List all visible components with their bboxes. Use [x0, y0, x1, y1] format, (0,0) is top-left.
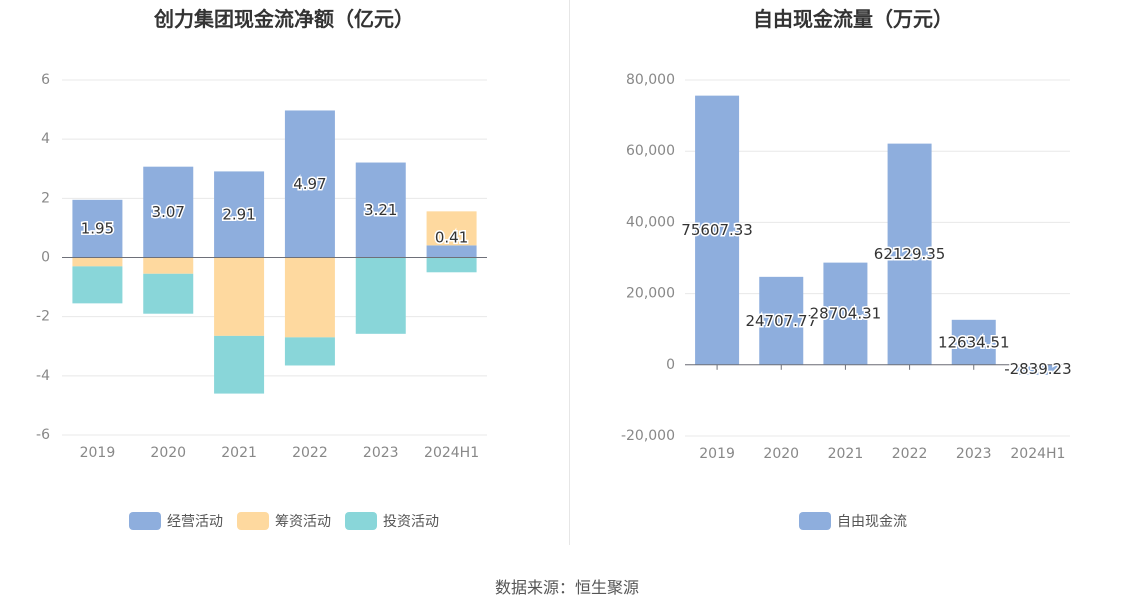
bar [1015, 364, 1060, 375]
y-tick-label: 80,000 [626, 72, 675, 88]
y-tick-label: 40,000 [626, 214, 675, 230]
data-label: 75607.33 [681, 221, 753, 239]
y-tick-label: 2 [41, 190, 50, 206]
bar-segment [143, 273, 194, 314]
bar-segment [426, 257, 477, 273]
bar [759, 276, 804, 365]
bar-segment [143, 166, 194, 258]
x-tick-label: 2019 [699, 446, 735, 462]
bar-segment [426, 211, 477, 246]
x-tick-label: 2021 [828, 446, 864, 462]
legend-label: 经营活动 [167, 514, 223, 530]
left-chart-title: 创力集团现金流净额（亿元） [154, 7, 414, 31]
bar [887, 143, 932, 365]
legend-label: 筹资活动 [275, 514, 331, 530]
y-tick-label: 0 [41, 250, 50, 266]
bar-segment [355, 257, 406, 334]
x-tick-label: 2024H1 [424, 445, 479, 461]
x-tick-label: 2021 [221, 445, 257, 461]
bar [951, 319, 996, 365]
legend-item[interactable]: 投资活动 [345, 511, 439, 531]
bar-segment [426, 245, 477, 258]
data-label: 12634.51 [938, 333, 1010, 351]
x-tick-label: 2020 [763, 446, 799, 462]
bar-segment [284, 110, 335, 258]
bar-segment [214, 257, 265, 336]
right-chart-panel: 自由现金流量（万元） 80,000 60,000 40,000 20,000 0 -20,… [572, 0, 1134, 545]
right-chart-svg: 80,000 60,000 40,000 20,000 0 -20,000 2019 2020… [621, 72, 1073, 462]
legend-item[interactable]: 自由现金流 [799, 511, 907, 531]
legend-label: 投资活动 [383, 514, 439, 530]
y-tick-label: 20,000 [626, 286, 675, 302]
legend-swatch [799, 512, 831, 530]
panel-divider [569, 0, 570, 545]
bar-segment [284, 337, 335, 366]
x-tick-label: 2020 [150, 445, 186, 461]
x-tick-label: 2023 [363, 445, 399, 461]
right-chart-legend: 自由现金流 [572, 511, 1134, 531]
x-tick-label: 2023 [956, 446, 992, 462]
y-tick-label: -20,000 [621, 428, 675, 444]
left-chart-svg: 6 4 2 0 -2 -4 -6 2019 2020 2021 2022 2023 2024H1 1.95… [36, 72, 487, 461]
right-chart-title: 自由现金流量（万元） [753, 7, 953, 31]
legend-item[interactable]: 经营活动 [129, 511, 223, 531]
bar-segment [143, 257, 194, 274]
y-tick-label: 60,000 [626, 143, 675, 159]
legend-swatch [345, 512, 377, 530]
left-chart-panel: 创力集团现金流净额（亿元） 6 4 2 0 -2 -4 -6 2019 2020 2021 2022… [0, 0, 568, 545]
data-label: 3.07 [152, 203, 185, 221]
x-tick-label: 2024H1 [1010, 446, 1065, 462]
bar-segment [72, 266, 123, 304]
legend-item[interactable]: 筹资活动 [237, 511, 331, 531]
bar-segment [72, 199, 123, 258]
bar-segment [214, 335, 265, 394]
data-label: 24707.77 [745, 312, 817, 330]
data-source-note: 数据来源：恒生聚源 [494, 578, 639, 597]
x-tick-label: 2019 [80, 445, 116, 461]
data-label: 62129.35 [874, 245, 946, 263]
legend-swatch [237, 512, 269, 530]
bar [695, 95, 740, 365]
x-tick-label: 2022 [892, 446, 928, 462]
y-tick-label: 0 [666, 357, 675, 373]
bar-segment [355, 162, 406, 258]
legend-label: 自由现金流 [837, 514, 907, 530]
data-label: 0.41 [435, 228, 468, 246]
bar [823, 262, 868, 365]
bar-segment [284, 257, 335, 338]
y-tick-label: -6 [36, 427, 50, 443]
data-label: 28704.31 [810, 305, 882, 323]
bar-segment [72, 257, 123, 267]
data-label: 1.95 [81, 220, 114, 238]
data-label: 4.97 [293, 175, 326, 193]
bar-segment [214, 171, 265, 258]
left-chart-legend: 经营活动 筹资活动 投资活动 [0, 511, 568, 531]
x-tick-label: 2022 [292, 445, 328, 461]
y-tick-label: -4 [36, 368, 50, 384]
data-label: 3.21 [364, 201, 397, 219]
data-label: 2.91 [222, 205, 255, 223]
legend-swatch [129, 512, 161, 530]
y-tick-label: 4 [41, 131, 50, 147]
y-tick-label: -2 [36, 309, 50, 325]
data-label: -2839.23 [1004, 360, 1071, 378]
y-tick-label: 6 [41, 72, 50, 88]
